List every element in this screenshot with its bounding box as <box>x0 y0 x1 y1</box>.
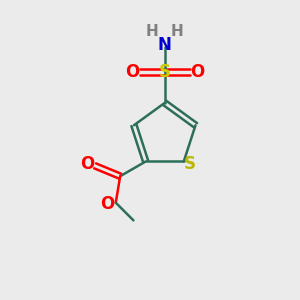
Text: S: S <box>159 63 171 81</box>
Text: H: H <box>171 24 184 39</box>
Text: H: H <box>146 24 159 39</box>
Text: S: S <box>184 155 196 173</box>
Text: O: O <box>125 63 140 81</box>
Text: O: O <box>80 155 94 173</box>
Text: O: O <box>190 63 204 81</box>
Text: O: O <box>100 195 115 213</box>
Text: N: N <box>158 37 172 55</box>
